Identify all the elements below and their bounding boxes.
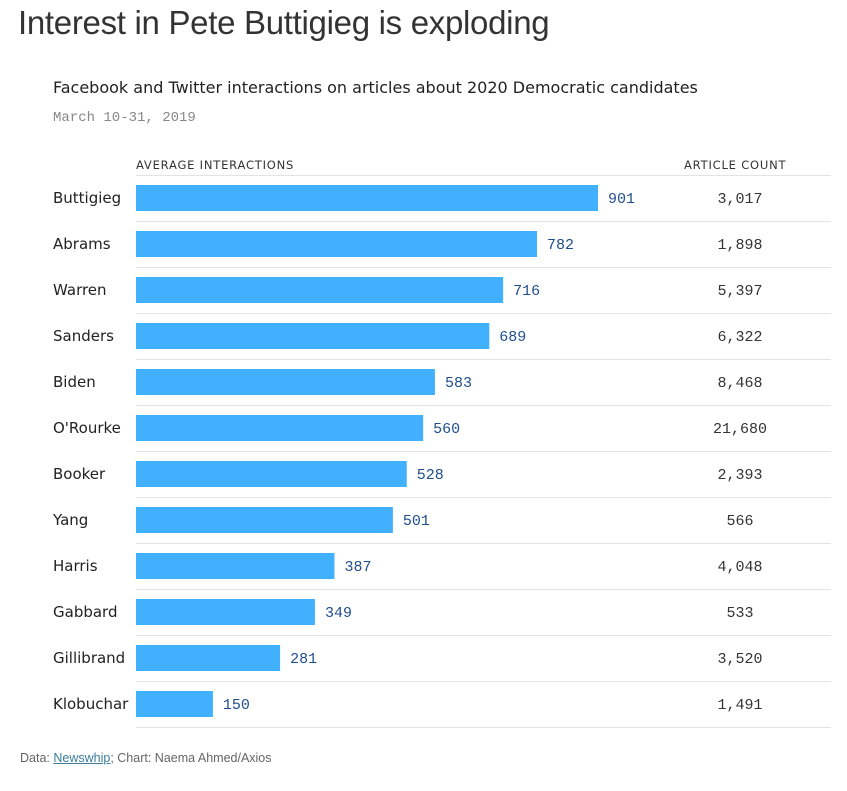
- footer-data-prefix: Data:: [20, 751, 54, 765]
- article-count-label: 5,397: [717, 283, 762, 300]
- candidate-label: Sanders: [53, 327, 114, 345]
- article-count-label: 8,468: [717, 375, 762, 392]
- candidate-label: O'Rourke: [53, 419, 121, 437]
- candidate-label: Gillibrand: [53, 649, 125, 667]
- value-label: 583: [445, 375, 472, 392]
- bar: [136, 277, 504, 303]
- column-header-article-count: ARTICLE COUNT: [684, 158, 787, 172]
- bar: [136, 185, 598, 211]
- value-label: 349: [325, 605, 352, 622]
- candidate-label: Buttigieg: [53, 189, 121, 207]
- value-label: 716: [513, 283, 540, 300]
- value-label: 150: [223, 697, 250, 714]
- bar: [136, 599, 315, 625]
- footer-credit: ; Chart: Naema Ahmed/Axios: [110, 751, 272, 765]
- bar: [136, 323, 490, 349]
- article-count-label: 566: [726, 513, 753, 530]
- bar: [136, 691, 213, 717]
- value-label: 501: [403, 513, 430, 530]
- value-label: 689: [499, 329, 526, 346]
- value-label: 782: [547, 237, 574, 254]
- bar: [136, 461, 407, 487]
- bar: [136, 369, 435, 395]
- article-count-label: 3,017: [717, 191, 762, 208]
- candidate-label: Harris: [53, 557, 98, 575]
- article-count-label: 6,322: [717, 329, 762, 346]
- page-title: Interest in Pete Buttigieg is exploding: [18, 4, 550, 41]
- chart-date-range: March 10-31, 2019: [53, 110, 196, 126]
- value-label: 560: [433, 421, 460, 438]
- article-count-label: 1,491: [717, 697, 762, 714]
- newswhip-source-link[interactable]: Newswhip: [53, 751, 111, 765]
- bar: [136, 553, 335, 579]
- chart-title: Facebook and Twitter interactions on art…: [53, 78, 698, 97]
- article-count-label: 2,393: [717, 467, 762, 484]
- candidate-label: Gabbard: [53, 603, 117, 621]
- candidate-label: Booker: [53, 465, 106, 483]
- article-count-label: 3,520: [717, 651, 762, 668]
- chart-footer: Data: Newswhip; Chart: Naema Ahmed/Axios: [20, 751, 272, 765]
- bar: [136, 415, 424, 441]
- column-header-average-interactions: AVERAGE INTERACTIONS: [136, 158, 295, 172]
- value-label: 281: [290, 651, 317, 668]
- article-count-label: 4,048: [717, 559, 762, 576]
- candidate-label: Warren: [53, 281, 107, 299]
- article-count-label: 1,898: [717, 237, 762, 254]
- value-label: 528: [417, 467, 444, 484]
- article-count-label: 533: [726, 605, 753, 622]
- value-label: 901: [608, 191, 635, 208]
- candidate-label: Abrams: [53, 235, 111, 253]
- candidate-label: Klobuchar: [53, 695, 129, 713]
- value-label: 387: [344, 559, 371, 576]
- article-count-label: 21,680: [713, 421, 767, 438]
- bar: [136, 231, 537, 257]
- bar: [136, 645, 281, 671]
- candidate-label: Biden: [53, 373, 96, 391]
- candidate-label: Yang: [52, 511, 88, 529]
- bar: [136, 507, 393, 533]
